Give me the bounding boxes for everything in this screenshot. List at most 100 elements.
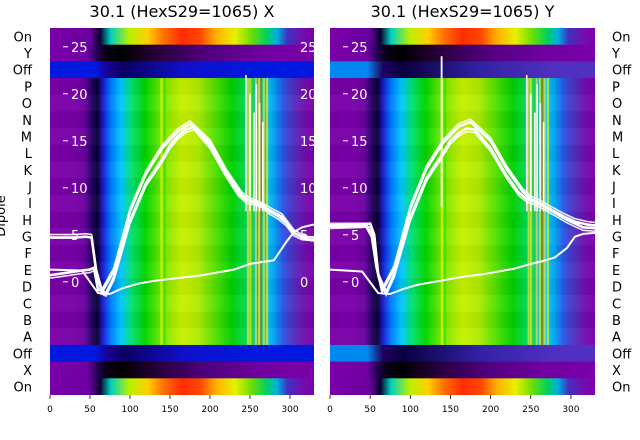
- heatmap-row-on: [330, 378, 595, 395]
- row-label: E: [24, 264, 32, 279]
- heatmap-row-off: [330, 344, 595, 363]
- row-label: C: [23, 297, 32, 312]
- heatmap-row-off: [50, 61, 314, 79]
- row-label: On: [612, 30, 630, 45]
- heatmap-row-shade: [330, 95, 595, 112]
- heatmap-row-on: [50, 28, 314, 46]
- heatmap-row-shade: [50, 145, 314, 162]
- x-tick-label: 0: [327, 405, 333, 415]
- row-label: F: [25, 247, 32, 262]
- overlay-tick-label: 20: [71, 88, 88, 103]
- row-label: Off: [612, 64, 632, 79]
- stripe-artifact: [251, 78, 254, 345]
- row-label: J: [611, 180, 616, 195]
- row-label: P: [612, 80, 620, 95]
- x-tick-label: 150: [442, 405, 459, 415]
- row-label: M: [21, 130, 32, 145]
- heatmap-row-shade: [330, 145, 595, 162]
- stripe-artifact: [444, 78, 447, 345]
- heatmap-row-y: [50, 44, 314, 62]
- row-label: On: [612, 381, 630, 396]
- overlay-tick-label: 5: [351, 229, 359, 244]
- row-label: L: [612, 147, 620, 162]
- x-tick-label: 300: [562, 405, 579, 415]
- x-tick-label: 100: [121, 405, 138, 415]
- row-label: G: [22, 231, 32, 246]
- overlay-tick-label: 0: [351, 276, 359, 291]
- row-label: I: [612, 197, 616, 212]
- row-label: B: [23, 314, 32, 329]
- overlay-series-1-companion: [50, 119, 314, 292]
- x-tick-label: 0: [47, 405, 53, 415]
- stripe-artifact: [246, 78, 249, 345]
- overlay-tick-label: 10: [71, 182, 88, 197]
- overlay-tick-label: 20: [351, 88, 368, 103]
- heatmap-row-y: [330, 44, 595, 62]
- heatmap-row-off: [330, 61, 595, 79]
- overlay-series-2: [330, 231, 595, 295]
- overlay-tick-label: 10: [351, 182, 368, 197]
- row-label: E: [612, 264, 620, 279]
- overlay-tick-label-right: 20: [300, 88, 317, 103]
- row-label: N: [612, 114, 622, 129]
- row-label: B: [612, 314, 621, 329]
- heatmap-panel-0: 30.1 (HexS29=1065) X 0 0 5 5 10 10 15 15 20 20 25 25…: [0, 2, 317, 415]
- overlay-tick-label: 0: [71, 276, 79, 291]
- row-label: K: [23, 164, 32, 179]
- x-tick-label: 100: [402, 405, 419, 415]
- row-label: X: [612, 364, 621, 379]
- heatmap-row-on: [330, 28, 595, 46]
- stripe-artifact: [254, 78, 257, 345]
- chart-title: 30.1 (HexS29=1065) X: [90, 2, 275, 21]
- row-label: K: [612, 164, 621, 179]
- x-tick-label: 250: [241, 405, 258, 415]
- row-label: P: [24, 80, 32, 95]
- stripe-artifact: [163, 78, 166, 345]
- row-label: I: [28, 197, 32, 212]
- overlay-series-2: [50, 223, 314, 295]
- row-label: On: [14, 381, 32, 396]
- heatmap-row-shade: [50, 328, 314, 345]
- row-label: A: [612, 331, 621, 346]
- row-label: L: [25, 147, 33, 162]
- heatmap-row-shade: [50, 295, 314, 312]
- overlay-tick-label-right: 0: [300, 276, 308, 291]
- overlay-tick-label-right: 5: [300, 229, 308, 244]
- heatmap-row-shade: [50, 95, 314, 112]
- overlay-tick-label-right: 15: [300, 135, 317, 150]
- heatmap-row-x: [330, 361, 595, 379]
- heatmap-rows: [330, 28, 595, 395]
- row-label: N: [22, 114, 32, 129]
- x-tick-label: 150: [161, 405, 178, 415]
- heatmap-row-shade: [50, 78, 314, 95]
- x-tick-label: 200: [482, 405, 499, 415]
- row-label: H: [22, 214, 32, 229]
- row-label: O: [22, 97, 32, 112]
- overlay-tick-label: 15: [351, 135, 368, 150]
- row-label: D: [22, 281, 32, 296]
- row-label: G: [612, 231, 622, 246]
- x-tick-label: 50: [364, 405, 376, 415]
- row-label: D: [612, 281, 622, 296]
- overlay-series-1-companion: [330, 118, 595, 291]
- overlay-tick-label: 15: [71, 135, 88, 150]
- overlay-tick-label: 25: [71, 41, 88, 56]
- heatmap-row-shade: [330, 178, 595, 195]
- stripe-artifact: [538, 78, 541, 345]
- row-label: Y: [611, 47, 620, 62]
- row-label: Off: [13, 347, 33, 362]
- heatmap-row-shade: [50, 178, 314, 195]
- overlay-tick-label: 25: [351, 41, 368, 56]
- heatmap-row-shade: [330, 78, 595, 95]
- heatmap-row-shade: [50, 312, 314, 329]
- x-tick-label: 50: [84, 405, 96, 415]
- heatmap-row-x: [50, 361, 314, 379]
- x-tick-label: 250: [522, 405, 539, 415]
- chart-title: 30.1 (HexS29=1065) Y: [371, 2, 555, 21]
- heatmap-row-shade: [330, 312, 595, 329]
- stripe-artifact: [258, 78, 261, 345]
- heatmap-row-shade: [330, 245, 595, 262]
- row-label: H: [612, 214, 622, 229]
- row-label: F: [612, 247, 619, 262]
- overlay-tick-label: 5: [71, 229, 79, 244]
